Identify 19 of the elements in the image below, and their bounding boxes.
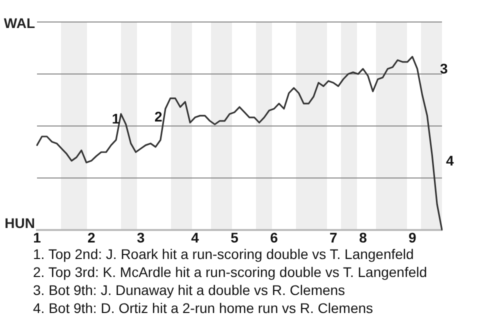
x-tick-label: 5 [230, 229, 239, 246]
text: 4. Bot 9th: D. Ortiz hit a 2-run home run vs R. Clemens [33, 299, 374, 317]
text: HUN [4, 215, 35, 232]
x-tick-label: 2 [87, 229, 96, 246]
text: 4 [446, 152, 454, 168]
text: WAL [4, 14, 36, 31]
x-tick-label: 3 [136, 229, 145, 246]
annotation: 1 [112, 110, 120, 127]
x-tick-label: 8 [359, 229, 368, 246]
x-tick-label: 4 [191, 229, 200, 246]
annotation: 3 [440, 60, 448, 77]
x-tick-label: 7 [329, 229, 338, 246]
text: 2. Top 3rd: K. McArdle hit a run-scoring double vs T. Langenfeld [33, 263, 428, 281]
x-tick-label: 9 [408, 229, 416, 246]
x-tick-label: 6 [270, 229, 278, 246]
x-tick-label: 1 [33, 229, 42, 246]
annotation: 2 [154, 108, 162, 125]
text: 3. Bot 9th: J. Dunaway hit a double vs R. Clemens [33, 281, 346, 299]
text: 1. Top 2nd: J. Roark hit a run-scoring double vs T. Langenfeld [33, 245, 415, 263]
